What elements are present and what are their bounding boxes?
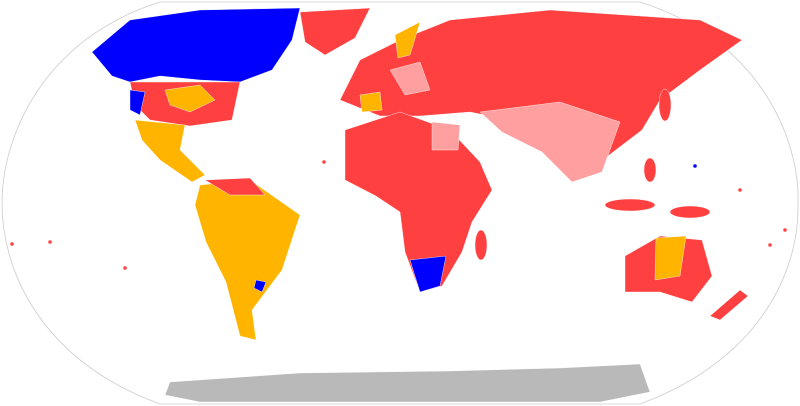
region-europe-pink <box>389 61 431 96</box>
region-marker <box>321 159 327 165</box>
region-scandinavia <box>394 21 421 59</box>
region-new-guinea <box>669 205 711 219</box>
region-marker <box>122 265 128 271</box>
region-south-america <box>194 179 301 341</box>
region-marker <box>737 187 743 193</box>
region-canada-alaska <box>91 7 301 83</box>
region-uruguay <box>253 279 267 293</box>
region-marker <box>767 242 773 248</box>
region-iberia <box>359 91 383 113</box>
region-antarctica <box>164 363 651 403</box>
region-japan <box>658 88 672 122</box>
region-mexico-central-america <box>134 119 206 183</box>
region-indonesia <box>604 198 656 212</box>
region-marker <box>692 163 698 169</box>
region-madagascar <box>474 229 488 261</box>
region-australia-orange <box>654 235 687 281</box>
region-egypt-pink <box>431 121 461 151</box>
region-south-america-north <box>204 177 266 196</box>
region-usa-orange <box>164 84 216 113</box>
region-new-zealand <box>709 289 749 321</box>
region-south-africa <box>409 255 447 293</box>
region-south-asia-pink <box>479 101 621 183</box>
region-marker <box>782 227 788 233</box>
region-usa-blue <box>129 89 146 116</box>
region-philippines <box>643 157 657 183</box>
region-marker <box>9 241 15 247</box>
region-marker <box>47 239 53 245</box>
region-greenland <box>299 7 371 56</box>
